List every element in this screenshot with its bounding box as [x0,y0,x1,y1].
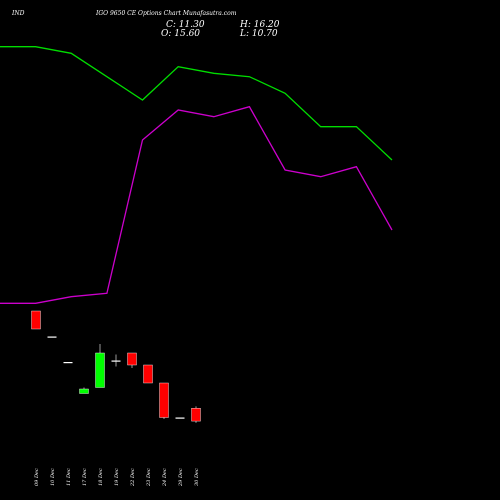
x-tick-label: 09 Dec [34,468,40,486]
candle-body [175,417,185,419]
candle-body [143,364,153,384]
candle-body [127,352,137,366]
high-value: H: 16.20 [240,20,280,30]
close-value: C: 11.30 [166,20,205,30]
x-tick-label: 23 Dec [146,468,152,487]
symbol-prefix: IND [12,10,25,17]
candle-body [159,382,169,418]
x-tick-label: 11 Dec [66,468,72,486]
candle-body [95,352,105,388]
x-tick-label: 17 Dec [82,468,88,486]
candle-body [47,336,57,338]
x-tick-label: 29 Dec [178,468,184,487]
candle-body [111,360,121,362]
chart-title: IGO 9650 CE Options Chart Munafasutra.co… [96,10,237,17]
x-tick-label: 10 Dec [50,468,56,486]
candle-body [79,388,89,394]
overlay-line-1 [0,46,393,161]
overlay-line-2 [0,105,393,304]
x-tick-label: 22 Dec [130,468,136,487]
candle-body [191,408,201,422]
x-tick-label: 18 Dec [98,468,104,486]
x-tick-label: 19 Dec [114,468,120,486]
x-tick-label: 24 Dec [162,468,168,487]
candle-body [31,310,41,330]
candle-body [63,362,73,364]
low-value: L: 10.70 [240,29,278,39]
x-tick-label: 30 Dec [194,468,200,486]
open-value: O: 15.60 [161,29,201,39]
